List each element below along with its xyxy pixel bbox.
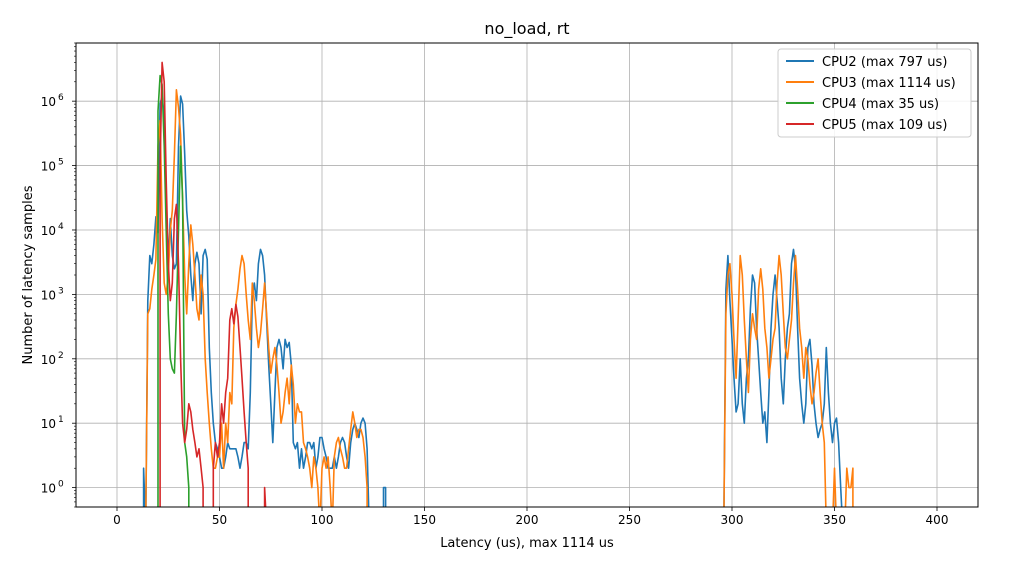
y-tick-label-exponent: 1 <box>58 415 64 425</box>
legend: CPU2 (max 797 us) CPU3 (max 1114 us) CPU4 … <box>777 48 972 138</box>
x-tick-label: 400 <box>926 513 949 527</box>
y-tick-label: 10 <box>41 353 56 367</box>
series-line-cpu3 <box>145 89 854 507</box>
series-line-cpu2 <box>142 95 843 507</box>
y-tick-label: 10 <box>41 160 56 174</box>
x-tick-label: 200 <box>516 513 539 527</box>
series-group <box>142 61 854 507</box>
series-line-cpu5 <box>159 61 267 507</box>
x-tick-label: 300 <box>721 513 744 527</box>
x-tick-label: 0 <box>113 513 121 527</box>
y-tick-label: 10 <box>41 288 56 302</box>
x-axis-ticks: 0 50 100 150 200 250 300 350 400 <box>113 507 948 527</box>
x-tick-label: 250 <box>618 513 641 527</box>
x-tick-label: 150 <box>413 513 436 527</box>
legend-box <box>777 48 972 138</box>
legend-entry-label: CPU4 (max 35 us) <box>822 97 939 112</box>
y-tick-label: 10 <box>41 224 56 238</box>
y-tick-label: 10 <box>41 417 56 431</box>
y-tick-label-exponent: 5 <box>58 158 64 168</box>
y-tick-label-exponent: 6 <box>58 93 64 103</box>
y-tick-label-exponent: 2 <box>58 351 64 361</box>
legend-entry-label: CPU5 (max 109 us) <box>822 118 947 133</box>
y-tick-label-exponent: 3 <box>58 286 64 296</box>
legend-entry-label: CPU3 (max 1114 us) <box>822 76 956 91</box>
x-tick-label: 100 <box>311 513 334 527</box>
x-axis-label: Latency (us), max 1114 us <box>440 536 614 551</box>
y-tick-label-exponent: 0 <box>58 480 64 490</box>
x-tick-label: 350 <box>823 513 846 527</box>
y-tick-label: 10 <box>41 482 56 496</box>
y-tick-label-exponent: 4 <box>58 222 64 232</box>
chart-title: no_load, rt <box>484 19 569 39</box>
x-tick-label: 50 <box>212 513 227 527</box>
y-tick-label: 10 <box>41 95 56 109</box>
legend-entry-label: CPU2 (max 797 us) <box>822 55 947 70</box>
y-axis-label: Number of latency samples <box>21 185 36 364</box>
